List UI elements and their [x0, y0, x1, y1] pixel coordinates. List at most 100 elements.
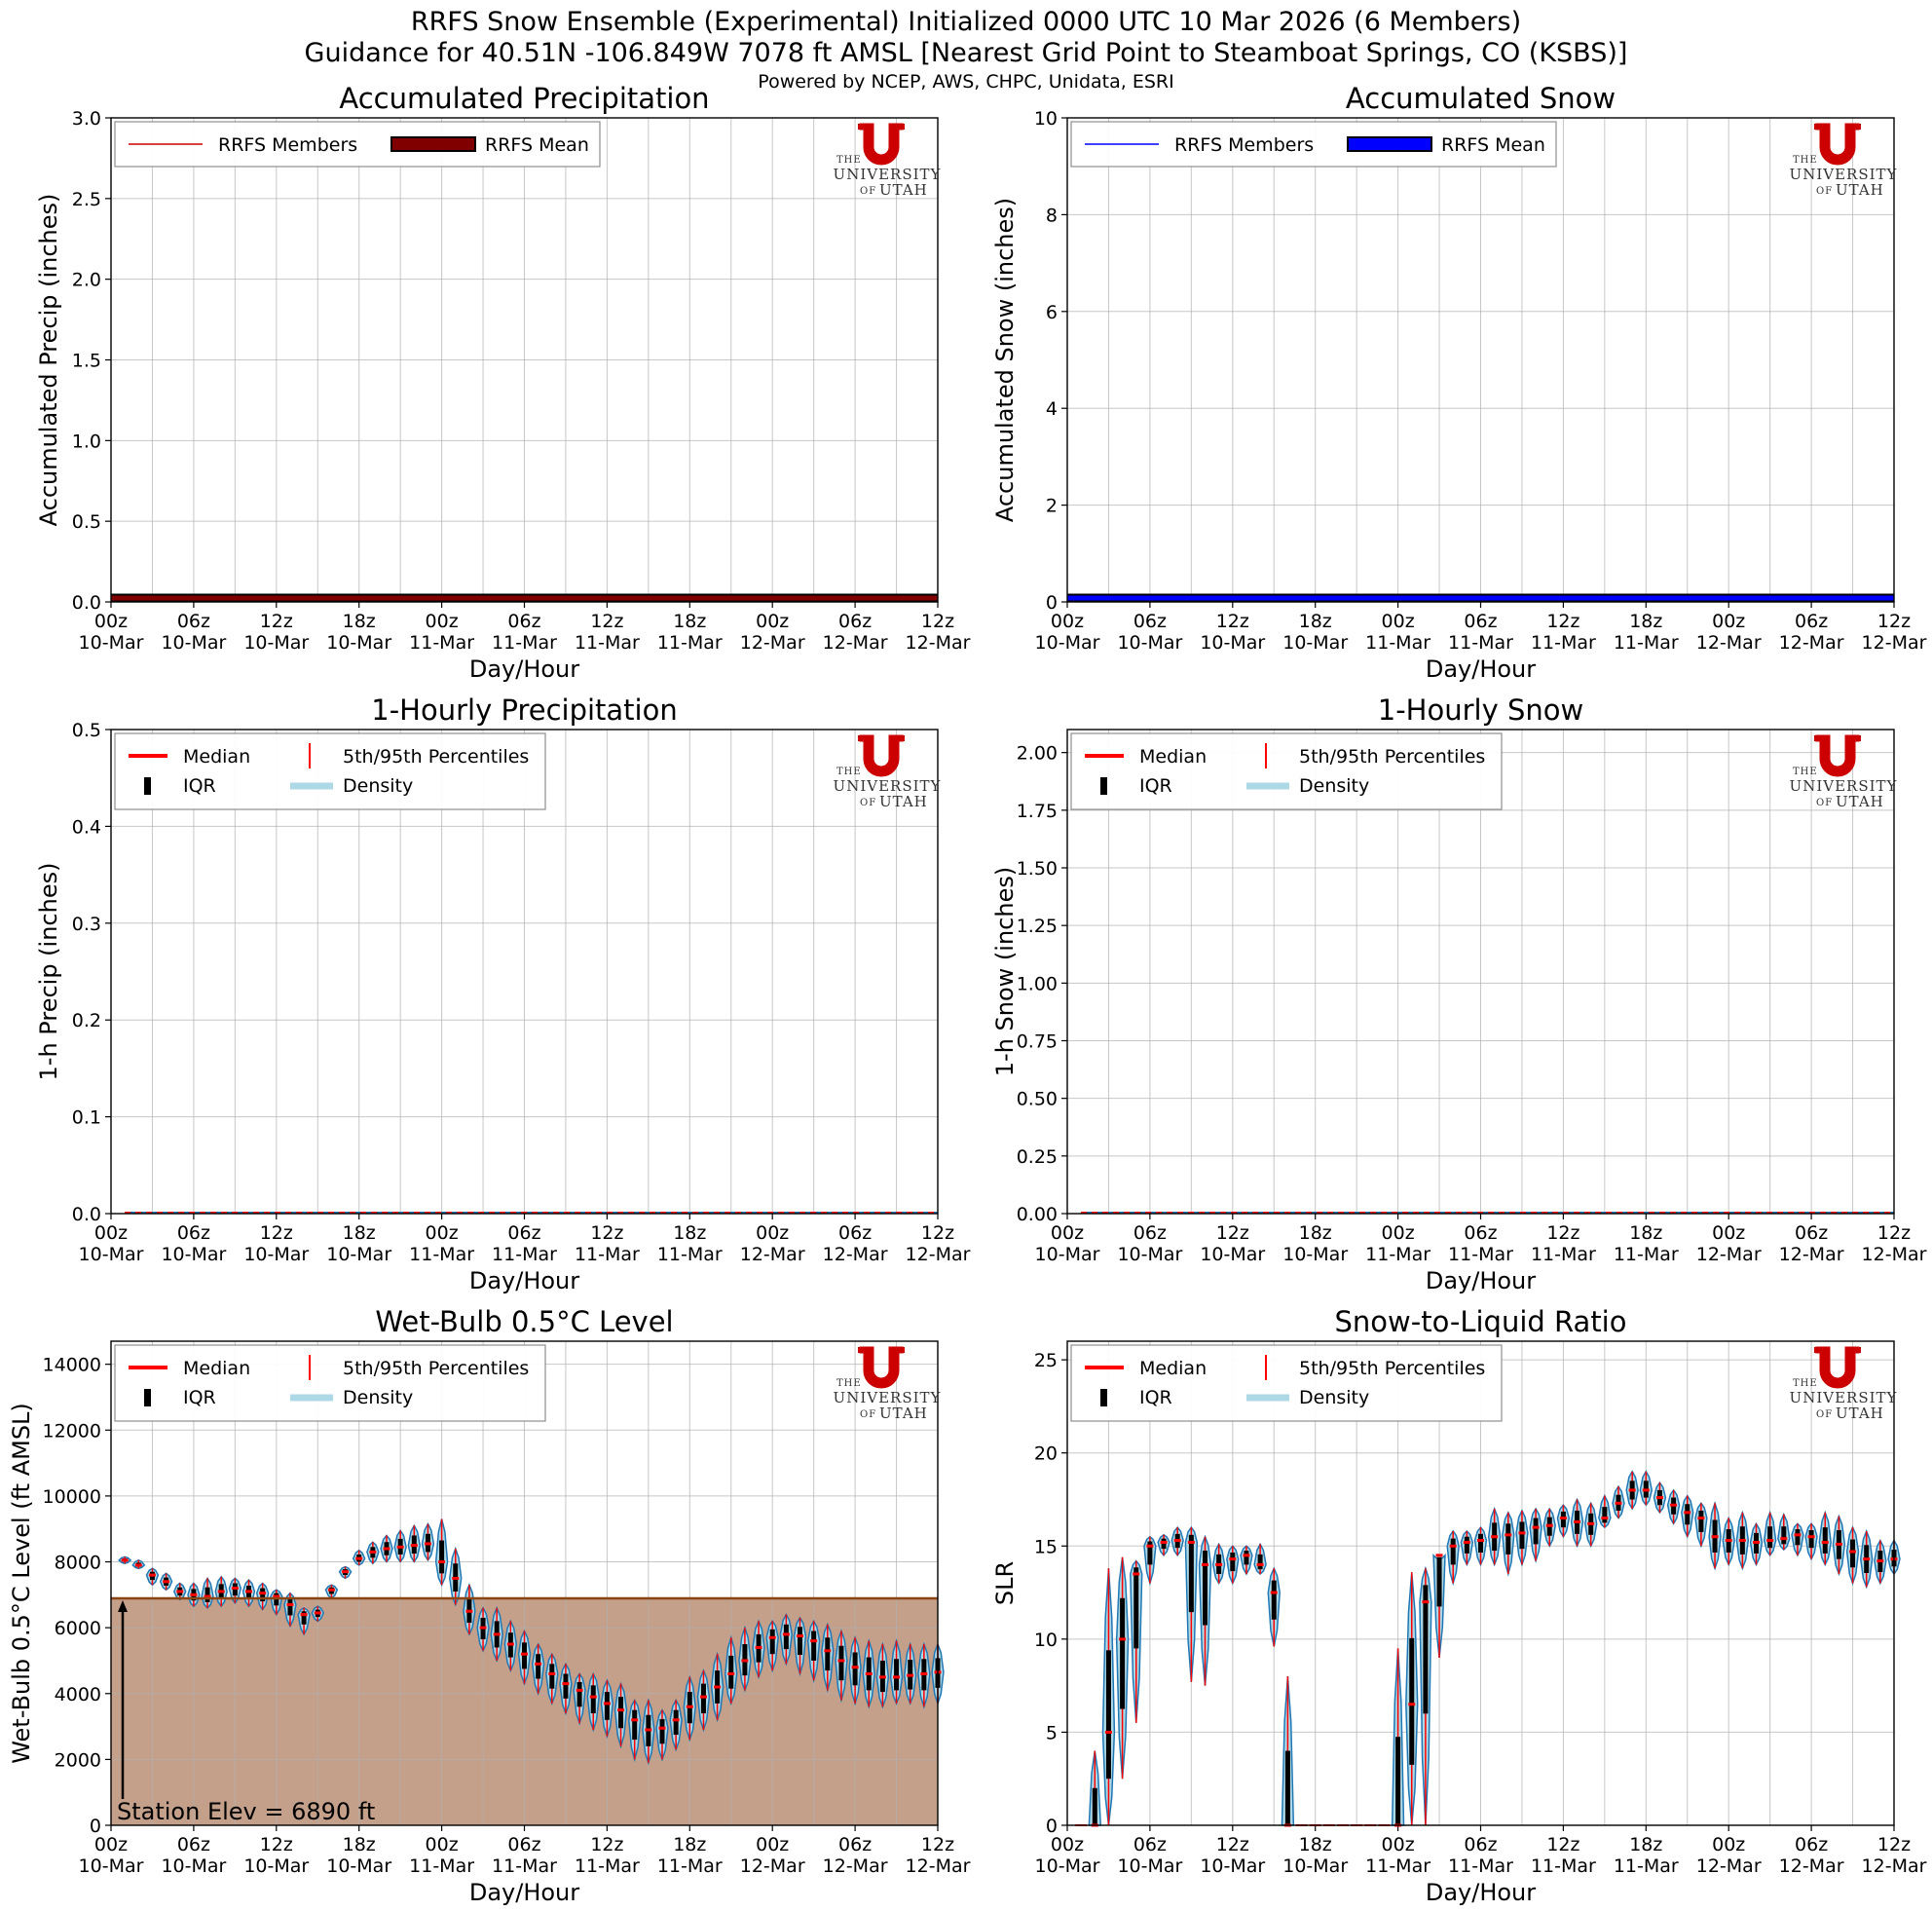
violin-7: [1157, 1533, 1170, 1557]
y-tick-label: 2000: [55, 1749, 101, 1771]
x-tick-day: 11-Mar: [409, 632, 474, 654]
logo-text-utah: UTAH: [879, 793, 928, 810]
x-tick-hour: 06z: [1464, 1222, 1497, 1244]
x-tick-day: 12-Mar: [906, 632, 971, 654]
violin-54: [848, 1635, 862, 1706]
violin-4: [1115, 1556, 1130, 1780]
y-tick-label: 10: [1034, 1630, 1058, 1651]
x-tick-day: 11-Mar: [1448, 632, 1513, 654]
y-tick-label: 5: [1046, 1722, 1058, 1743]
panel-hr_snow: 1-Hourly Snow 0.00 0.25 0.50 0.75 1.00 1.25 1.5…: [991, 693, 1927, 1294]
x-axis-label: Day/Hour: [469, 1879, 579, 1906]
y-tick-label: 6: [1046, 302, 1058, 323]
violin-33: [1515, 1509, 1529, 1567]
x-tick-day: 10-Mar: [243, 1855, 309, 1877]
x-tick-day: 12-Mar: [1696, 632, 1762, 654]
violin-13: [1240, 1545, 1253, 1576]
x-tick-hour: 18z: [1299, 1222, 1332, 1244]
x-tick-day: 10-Mar: [326, 1855, 391, 1877]
x-tick-day: 10-Mar: [1282, 1244, 1348, 1265]
iqr-box: [1147, 1541, 1153, 1565]
violin-23: [421, 1522, 435, 1562]
utah-u-icon: [859, 734, 904, 777]
y-tick-label: 10: [1034, 108, 1058, 130]
x-tick-hour: 06z: [838, 1834, 872, 1855]
legend: RRFS Members RRFS Mean: [114, 121, 601, 168]
x-tick-hour: 00z: [1382, 611, 1415, 632]
axes-frame: [1066, 729, 1895, 1215]
violin-10: [1198, 1534, 1212, 1686]
x-tick-day: 11-Mar: [1448, 1244, 1513, 1265]
iqr-box: [783, 1624, 789, 1650]
violin-6: [1143, 1535, 1157, 1587]
x-tick-day: 10-Mar: [1035, 1855, 1100, 1877]
x-tick-day: 12-Mar: [740, 1855, 805, 1877]
iqr-box: [1478, 1533, 1483, 1553]
utah-u-serif-left: [858, 735, 872, 741]
x-tick-hour: 12z: [921, 611, 954, 632]
violin-50: [1749, 1521, 1764, 1567]
logo-text-the: THE: [1793, 1378, 1818, 1389]
violin-52: [821, 1622, 835, 1694]
iqr-box: [618, 1697, 624, 1729]
y-tick-label: 10000: [43, 1486, 101, 1508]
y-tick-label: 0: [90, 1816, 101, 1837]
panel-slr: Snow-to-Liquid Ratio051015202500z10-Mar0…: [991, 1305, 1927, 1906]
violin-8: [1170, 1525, 1184, 1557]
x-tick-hour: 00z: [1051, 611, 1084, 632]
violin-38: [1583, 1501, 1598, 1549]
iqr-box: [700, 1683, 706, 1714]
logo-text-of: OF: [1816, 798, 1833, 808]
logo-text-of: OF: [860, 1409, 876, 1420]
violin-36: [1556, 1504, 1571, 1539]
violin-53: [835, 1629, 848, 1704]
iqr-box: [576, 1681, 582, 1707]
utah-u-serif-left: [858, 1347, 872, 1353]
logo-text-the: THE: [836, 155, 862, 166]
logo-text-of: OF: [860, 798, 876, 808]
violin-43: [696, 1668, 711, 1733]
y-tick-label: 0.1: [72, 1107, 101, 1129]
iqr-box: [659, 1718, 665, 1744]
legend-label-percentiles: 5th/95th Percentiles: [1299, 1358, 1485, 1379]
iqr-box: [1271, 1580, 1277, 1620]
violin-57: [889, 1638, 904, 1705]
y-axis-label: Accumulated Snow (inches): [991, 198, 1019, 522]
iqr-box: [1450, 1538, 1456, 1565]
x-tick-day: 10-Mar: [1035, 632, 1100, 654]
violin-12: [1226, 1545, 1240, 1586]
legend: Median 5th/95th Percentiles IQR Density: [1070, 1344, 1503, 1422]
violin-47: [752, 1619, 765, 1680]
violin-59: [917, 1641, 931, 1709]
violin-45: [1681, 1494, 1694, 1539]
y-tick-label: 2.5: [72, 189, 101, 210]
violin-16: [1281, 1676, 1295, 1827]
y-tick-label: 1.25: [1017, 916, 1058, 937]
violin-27: [476, 1606, 490, 1653]
legend-label-iqr: IQR: [1139, 1387, 1172, 1408]
iqr-box: [1533, 1518, 1539, 1545]
violin-38: [628, 1698, 642, 1763]
x-tick-day: 11-Mar: [1614, 1244, 1679, 1265]
x-axis-label: Day/Hour: [469, 1267, 579, 1294]
violin-43: [1653, 1480, 1667, 1515]
iqr-box: [287, 1598, 293, 1616]
violin-15: [1267, 1566, 1281, 1647]
violin-41: [1625, 1470, 1639, 1511]
violin-30: [1473, 1525, 1488, 1567]
iqr-box: [536, 1654, 541, 1679]
violin-45: [724, 1634, 738, 1706]
x-tick-hour: 18z: [1299, 1834, 1332, 1855]
iqr-box: [522, 1642, 527, 1669]
x-axis-label: Day/Hour: [1426, 656, 1536, 683]
x-tick-hour: 12z: [1546, 1834, 1579, 1855]
x-tick-hour: 00z: [756, 1834, 789, 1855]
utah-u-serif-right: [891, 1347, 905, 1353]
x-tick-day: 11-Mar: [1365, 1244, 1430, 1265]
x-tick-hour: 00z: [94, 1834, 128, 1855]
y-axis-label: SLR: [991, 1561, 1019, 1605]
violin-28: [490, 1605, 503, 1663]
x-tick-hour: 06z: [1133, 1834, 1167, 1855]
x-tick-day: 12-Mar: [1696, 1855, 1762, 1877]
iqr-box: [1409, 1637, 1415, 1765]
